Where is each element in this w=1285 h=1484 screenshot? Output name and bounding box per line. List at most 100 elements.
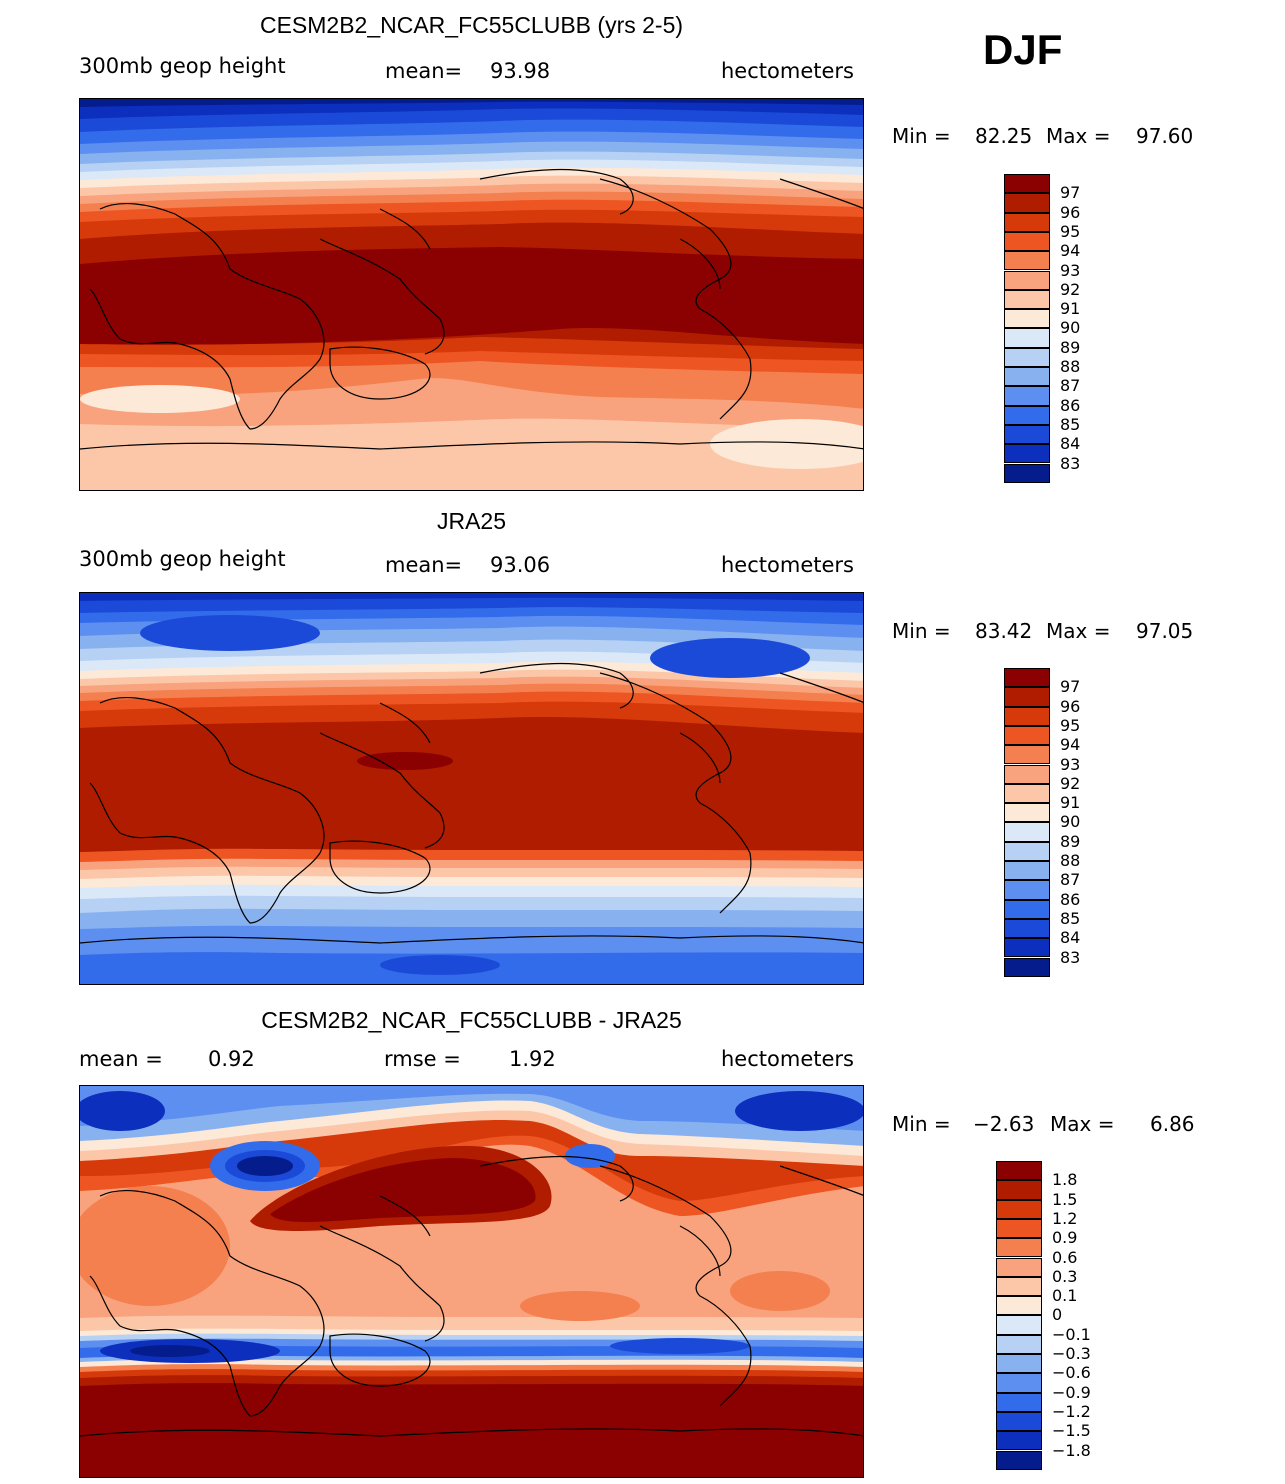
colorbar-swatch — [1004, 328, 1050, 348]
panel1-min-label: Min = — [892, 124, 951, 148]
colorbar-swatch — [1004, 861, 1050, 881]
panel1-variable-label: 300mb geop height — [79, 54, 286, 78]
panel3-rmse-value: 1.92 — [509, 1047, 556, 1071]
colorbar-label: 83 — [1060, 453, 1081, 473]
colorbar-label: 84 — [1060, 928, 1081, 948]
colorbar-swatch — [1004, 289, 1050, 310]
colorbar-label: 0.6 — [1052, 1247, 1078, 1267]
colorbar-swatch — [1004, 405, 1050, 425]
colorbar-swatch — [996, 1296, 1042, 1316]
panel2-contour-plot — [80, 593, 863, 984]
colorbar-swatch — [1004, 938, 1050, 958]
colorbar-swatch — [1004, 270, 1050, 290]
panel2-min-label: Min = — [892, 619, 951, 643]
panel1-units: hectometers — [721, 59, 854, 83]
panel2-units: hectometers — [721, 553, 854, 577]
colorbar-swatch — [1004, 745, 1050, 765]
colorbar-swatch — [1004, 231, 1050, 252]
panel1-title: CESM2B2_NCAR_FC55CLUBB (yrs 2-5) — [259, 12, 684, 38]
panel3-contour-plot — [80, 1086, 863, 1477]
panel2-max-label: Max = — [1046, 619, 1111, 643]
colorbar-swatch — [996, 1218, 1042, 1239]
colorbar-label: −1.8 — [1052, 1440, 1091, 1460]
colorbar-swatch — [996, 1161, 1042, 1181]
colorbar-label: 91 — [1060, 793, 1081, 813]
colorbar-swatch — [1004, 706, 1050, 726]
panel2-mean-value: 93.06 — [490, 553, 551, 577]
panel2-map — [79, 592, 864, 985]
colorbar-label: 88 — [1060, 851, 1081, 870]
colorbar-swatch — [1004, 347, 1050, 367]
colorbar-label: 87 — [1060, 376, 1081, 396]
colorbar-label: 0 — [1052, 1305, 1063, 1325]
colorbar-label: 0.9 — [1052, 1228, 1078, 1248]
panel3-max-label: Max = — [1050, 1112, 1115, 1136]
panel3-units: hectometers — [721, 1047, 854, 1071]
panel2-max-value: 97.05 — [1136, 619, 1194, 643]
colorbar-swatch — [1004, 251, 1050, 271]
colorbar-swatch — [996, 1354, 1042, 1374]
colorbar-label: −0.3 — [1052, 1344, 1091, 1363]
colorbar-swatch — [996, 1199, 1042, 1219]
colorbar-swatch — [1004, 687, 1050, 707]
colorbar-label: 91 — [1060, 299, 1081, 319]
colorbar-swatch — [996, 1431, 1042, 1451]
panel2-variable-label: 300mb geop height — [79, 547, 286, 571]
panel2-mean-label: mean= — [385, 553, 463, 577]
colorbar-swatch — [1004, 174, 1050, 194]
colorbar-label: 93 — [1060, 754, 1081, 774]
colorbar-label: 92 — [1060, 279, 1081, 299]
colorbar-swatch — [1004, 957, 1050, 977]
panel3-min-value: −2.63 — [973, 1112, 1035, 1136]
colorbar-swatch — [1004, 444, 1050, 464]
colorbar-label: 84 — [1060, 434, 1081, 454]
colorbar-label: 1.5 — [1052, 1189, 1078, 1209]
panel1-mean-value: 93.98 — [490, 59, 551, 83]
colorbar-swatch — [996, 1315, 1042, 1335]
colorbar-label: 85 — [1060, 908, 1081, 928]
colorbar-label: 83 — [1060, 947, 1081, 967]
colorbar-label: 1.2 — [1052, 1208, 1078, 1228]
season-label: DJF — [983, 26, 1063, 73]
colorbar-label: 88 — [1060, 357, 1081, 376]
colorbar-swatch — [1004, 764, 1050, 784]
colorbar-swatch — [1004, 918, 1050, 939]
colorbar-label: 86 — [1060, 395, 1081, 415]
colorbar-swatch — [1004, 880, 1050, 900]
colorbar-swatch — [996, 1450, 1042, 1470]
colorbar-label: −1.5 — [1052, 1421, 1091, 1441]
panel1-min-value: 82.25 — [975, 124, 1033, 148]
colorbar-label: 97 — [1060, 677, 1081, 697]
colorbar-label: 92 — [1060, 773, 1081, 793]
colorbar-label: 95 — [1060, 221, 1081, 241]
colorbar-label: 93 — [1060, 260, 1081, 280]
colorbar-swatch — [1004, 899, 1050, 919]
colorbar-label: 96 — [1060, 696, 1081, 716]
colorbar-swatch — [996, 1257, 1042, 1277]
colorbar-swatch — [996, 1392, 1042, 1412]
panel3-title: CESM2B2_NCAR_FC55CLUBB - JRA25 — [261, 1007, 682, 1033]
colorbar-swatch — [1004, 309, 1050, 329]
colorbar-label: 87 — [1060, 870, 1081, 890]
panel1-mean-label: mean= — [385, 59, 463, 83]
colorbar-swatch — [1004, 783, 1050, 804]
colorbar-label: −0.9 — [1052, 1382, 1091, 1402]
panel1-contour-plot — [80, 99, 863, 490]
colorbar-swatch — [1004, 841, 1050, 861]
panel1-max-value: 97.60 — [1136, 124, 1194, 148]
colorbar-swatch — [1004, 668, 1050, 688]
colorbar-label: −1.2 — [1052, 1401, 1091, 1421]
panel3-min-label: Min = — [892, 1112, 951, 1136]
colorbar-label: 89 — [1060, 337, 1081, 357]
colorbar-label: 0.3 — [1052, 1266, 1078, 1286]
panel2-min-value: 83.42 — [975, 619, 1033, 643]
colorbar-swatch — [1004, 424, 1050, 445]
colorbar-swatch — [1004, 193, 1050, 213]
colorbar-swatch — [1004, 725, 1050, 746]
colorbar-swatch — [1004, 386, 1050, 406]
panel1-max-label: Max = — [1046, 124, 1111, 148]
panel3-rmse-label: rmse = — [384, 1047, 461, 1071]
colorbar-swatch — [1004, 463, 1050, 483]
colorbar-label: 94 — [1060, 735, 1081, 755]
colorbar-label: 90 — [1060, 812, 1081, 832]
